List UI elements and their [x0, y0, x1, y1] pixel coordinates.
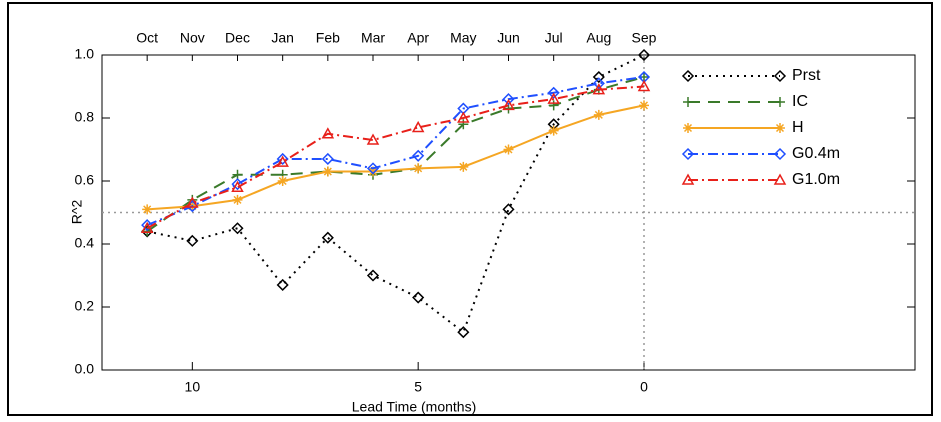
marker: [321, 152, 334, 166]
top-axis-label: Jun: [497, 30, 520, 46]
y-axis-label: R^2: [69, 200, 85, 225]
frame: [7, 2, 933, 416]
series-line: [146, 54, 645, 334]
marker: [231, 180, 244, 193]
y-tick-label: 0.8: [75, 109, 95, 125]
y-tick-label: 0.4: [75, 235, 95, 251]
marker: [276, 278, 289, 292]
series-line: [146, 85, 645, 230]
series-line: [146, 76, 645, 233]
marker: [683, 123, 693, 133]
marker: [411, 120, 425, 133]
marker: [548, 100, 559, 111]
legend-label: G0.4m: [792, 145, 840, 162]
marker: [503, 144, 514, 155]
marker: [232, 194, 243, 205]
marker: [276, 155, 289, 167]
marker: [458, 119, 469, 130]
marker: [277, 176, 288, 186]
top-axis-label: Jul: [545, 30, 563, 46]
x-tick-label: 0: [640, 379, 648, 395]
marker: [681, 69, 695, 83]
marker: [457, 326, 470, 339]
marker: [502, 203, 515, 216]
marker: [773, 147, 787, 161]
top-axis-label: Jan: [271, 30, 294, 46]
x-tick-label: 5: [414, 379, 422, 395]
marker: [503, 103, 514, 114]
top-axis-label: May: [450, 30, 476, 46]
marker: [366, 133, 380, 145]
marker: [502, 98, 515, 111]
x-tick-label: 10: [185, 379, 201, 395]
marker: [681, 173, 695, 185]
marker: [368, 166, 378, 177]
y-tick-label: 0.0: [75, 361, 95, 377]
marker: [458, 161, 469, 172]
top-axis-label: Mar: [361, 30, 385, 46]
marker: [366, 269, 380, 282]
marker: [637, 48, 651, 62]
series-line: [146, 76, 645, 227]
marker: [593, 109, 604, 120]
marker: [681, 147, 695, 161]
marker: [548, 125, 559, 136]
marker: [140, 221, 154, 233]
marker: [592, 70, 605, 84]
top-axis-label: Sep: [632, 30, 657, 46]
marker: [186, 234, 199, 247]
marker: [366, 162, 380, 175]
marker: [547, 92, 560, 104]
marker: [412, 291, 425, 304]
marker: [321, 127, 335, 139]
marker: [502, 93, 515, 106]
legend-label: G1.0m: [792, 171, 840, 188]
marker: [141, 219, 154, 232]
marker: [592, 83, 606, 95]
marker: [547, 86, 560, 99]
marker: [592, 77, 605, 90]
y-tick-label: 0.2: [75, 298, 95, 314]
top-axis-label: Feb: [316, 30, 340, 46]
top-axis-label: Aug: [586, 30, 611, 46]
marker: [775, 97, 785, 107]
marker: [322, 166, 333, 177]
y-tick-label: 1.0: [75, 46, 95, 62]
legend-label: H: [792, 119, 804, 136]
marker: [639, 100, 649, 111]
top-axis-label: Dec: [225, 30, 250, 46]
x-axis-label: Lead Time (months): [352, 399, 477, 415]
series-line: [147, 104, 645, 211]
marker: [231, 178, 244, 191]
marker: [142, 204, 153, 215]
top-axis-label: Oct: [136, 30, 158, 46]
marker: [232, 169, 243, 180]
legend-label: Prst: [792, 67, 821, 84]
marker: [321, 231, 334, 244]
marker: [773, 69, 787, 83]
legend-label: IC: [792, 93, 808, 110]
marker: [231, 222, 244, 235]
top-axis-label: Apr: [407, 30, 429, 46]
marker: [457, 111, 470, 123]
y-tick-label: 0.6: [75, 172, 95, 188]
marker: [413, 163, 424, 174]
marker: [276, 152, 289, 166]
marker: [775, 123, 785, 133]
marker: [637, 79, 651, 92]
marker: [773, 173, 787, 185]
marker: [683, 97, 693, 107]
top-axis-label: Nov: [180, 30, 205, 46]
marker: [186, 196, 199, 208]
marker: [412, 149, 425, 162]
